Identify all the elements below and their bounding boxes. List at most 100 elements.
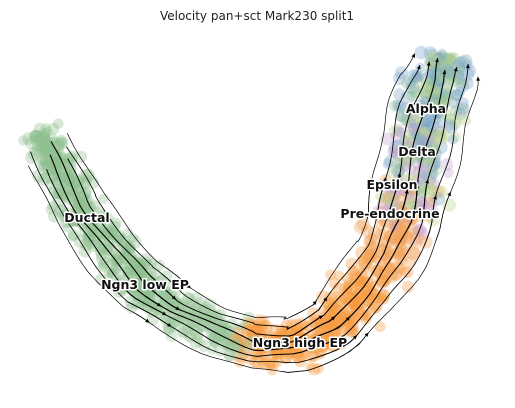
cell-point: [106, 227, 119, 240]
cell-point: [421, 151, 435, 164]
cell-point: [363, 248, 378, 263]
cell-point: [35, 160, 46, 171]
cell-point: [421, 148, 435, 163]
cell-point: [270, 348, 282, 360]
cell-point: [455, 55, 470, 70]
cell-point: [130, 263, 142, 275]
cell-point: [309, 333, 323, 347]
cell-point: [328, 277, 340, 289]
cell-point: [342, 286, 353, 298]
cell-point: [348, 300, 360, 311]
cell-point: [368, 226, 381, 240]
cell-point: [392, 99, 404, 111]
cell-point: [309, 317, 320, 328]
cell-point: [263, 333, 278, 348]
cell-point: [40, 123, 52, 135]
cell-point: [31, 141, 43, 152]
cell-point: [244, 336, 257, 349]
cell-point: [37, 138, 49, 150]
cell-point: [122, 244, 134, 256]
cell-point: [430, 147, 442, 160]
cluster-label: Epsilon: [367, 177, 418, 192]
cell-point: [412, 145, 425, 158]
streamline: [421, 66, 458, 221]
cell-point: [209, 309, 223, 322]
cell-point: [149, 275, 164, 290]
cell-point: [407, 192, 421, 205]
cell-point: [374, 292, 385, 304]
cell-point: [453, 69, 464, 80]
cell-point: [215, 308, 227, 321]
cell-point: [36, 142, 49, 155]
cell-point: [414, 197, 426, 208]
cell-point: [427, 178, 440, 191]
cell-point: [401, 76, 416, 90]
cell-point: [210, 329, 224, 343]
cell-point: [61, 207, 75, 220]
cell-point: [254, 335, 265, 347]
cell-point: [335, 295, 349, 309]
cell-point: [56, 152, 69, 165]
cell-point: [348, 278, 361, 291]
cell-point: [62, 168, 76, 183]
cell-point: [159, 291, 171, 303]
cell-point: [308, 326, 320, 339]
cell-point: [431, 69, 445, 83]
cell-point: [387, 208, 399, 220]
cell-point: [423, 138, 436, 151]
cell-point: [349, 264, 362, 278]
cell-point: [230, 333, 243, 346]
cell-point: [413, 202, 425, 213]
cell-point: [384, 184, 396, 196]
cell-point: [423, 197, 435, 209]
cell-point: [327, 301, 340, 314]
cell-point: [275, 328, 288, 341]
cell-point: [421, 151, 435, 165]
cell-point: [425, 75, 436, 86]
cell-point: [98, 193, 109, 204]
cell-point: [63, 153, 75, 165]
cell-point: [148, 283, 159, 294]
cell-point: [396, 183, 408, 195]
cell-point: [33, 122, 46, 135]
cell-point: [442, 65, 456, 79]
cell-point: [53, 204, 67, 218]
cell-point: [55, 183, 67, 195]
cell-point: [205, 326, 218, 339]
cell-point: [246, 327, 261, 342]
cell-point: [64, 152, 77, 166]
cell-point: [426, 101, 438, 113]
cell-point: [339, 282, 353, 296]
cell-point: [41, 142, 53, 154]
cell-point: [362, 285, 374, 297]
cell-point: [92, 225, 105, 238]
cell-point: [279, 335, 292, 348]
cell-point: [342, 285, 353, 296]
cell-point: [237, 346, 251, 359]
cell-point: [73, 195, 86, 209]
cell-point: [130, 257, 143, 270]
cell-point: [52, 153, 64, 165]
cell-point: [375, 219, 387, 231]
cell-point: [399, 135, 410, 146]
cell-point: [367, 297, 381, 312]
cell-point: [428, 72, 439, 83]
cell-point: [135, 257, 146, 268]
cell-point: [193, 297, 208, 311]
cell-point: [109, 281, 122, 294]
cell-point: [130, 269, 141, 280]
cell-point: [439, 63, 454, 78]
cell-point: [440, 54, 455, 69]
cell-point: [414, 206, 426, 217]
cell-point: [39, 140, 52, 154]
cell-point: [319, 336, 333, 349]
cell-point: [60, 159, 71, 170]
cell-point: [441, 58, 455, 72]
cell-point: [146, 258, 157, 269]
cell-point: [388, 193, 401, 206]
cell-point: [91, 234, 102, 245]
cell-point: [350, 293, 363, 306]
cell-point: [145, 296, 158, 308]
cell-point: [418, 146, 431, 160]
cell-point: [361, 252, 373, 264]
